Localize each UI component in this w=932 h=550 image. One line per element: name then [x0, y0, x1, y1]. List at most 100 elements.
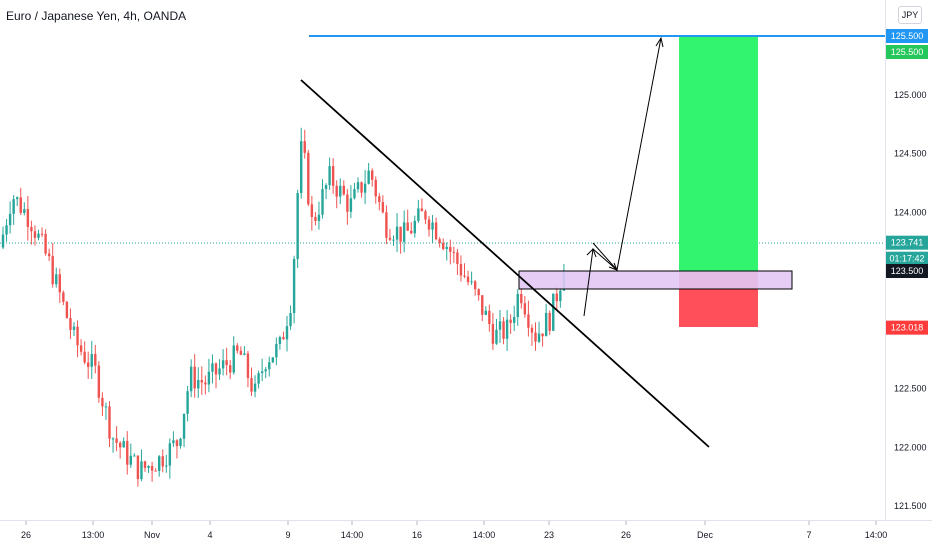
- candle-body-111: [395, 226, 399, 240]
- price-tag-3: 01:17:42: [889, 254, 924, 264]
- candle-body-142: [505, 319, 509, 339]
- candle-body-82: [292, 259, 296, 314]
- candle-body-17: [62, 292, 65, 302]
- candle-body-83: [296, 193, 299, 260]
- price-tick-3: 124.000: [894, 207, 927, 217]
- candle-body-68: [243, 353, 246, 355]
- candle-body-113: [402, 222, 406, 242]
- time-tick-10: Dec: [697, 530, 714, 540]
- candle-body-47: [168, 443, 172, 466]
- projection-path[interactable]: [583, 37, 662, 317]
- candle-body-143: [509, 319, 512, 323]
- candle-body-55: [197, 380, 200, 389]
- candle-body-36: [129, 455, 132, 465]
- candle-body-117: [417, 208, 420, 221]
- candle-body-104: [371, 170, 374, 180]
- currency-button[interactable]: JPY: [898, 6, 922, 24]
- candle-body-20: [72, 326, 76, 330]
- candle-body-123: [438, 239, 441, 243]
- candle-body-102: [363, 183, 367, 193]
- candle-body-84: [300, 141, 303, 194]
- candle-body-127: [452, 251, 456, 253]
- price-tags: 125.500 125.500 123.741 01:17:42 123.500 123.…: [886, 29, 928, 335]
- price-tag-4: 123.500: [891, 266, 924, 276]
- candle-body-39: [140, 461, 143, 480]
- candle-body-106: [378, 196, 381, 203]
- candle-body-81: [289, 313, 292, 327]
- candle-body-14: [51, 256, 54, 285]
- candle-body-9: [33, 231, 37, 238]
- price-tag-bg-4: [886, 264, 928, 278]
- candle-body-10: [37, 233, 40, 238]
- candle-body-103: [367, 170, 370, 184]
- candle-body-120: [427, 219, 431, 230]
- candle-body-96: [342, 185, 345, 195]
- candle-body-25: [90, 353, 93, 367]
- candle-body-126: [449, 246, 452, 252]
- candle-body-133: [473, 281, 477, 290]
- time-tick-7: 14:00: [473, 530, 496, 540]
- candle-body-61: [218, 368, 221, 375]
- candle-body-99: [353, 189, 356, 199]
- candle-body-128: [456, 252, 459, 264]
- descending-trendline[interactable]: [300, 79, 710, 448]
- candle-body-124: [442, 242, 445, 249]
- candle-body-54: [193, 366, 196, 389]
- candle-body-119: [424, 211, 427, 220]
- candle-body-112: [399, 226, 402, 242]
- price-tick-8: 121.500: [894, 501, 927, 511]
- candle-body-30: [108, 406, 111, 439]
- candle-body-1: [5, 225, 8, 235]
- candle-body-139: [495, 329, 498, 344]
- candle-body-60: [214, 363, 218, 375]
- candle-body-15: [55, 274, 58, 285]
- candle-body-44: [158, 456, 161, 471]
- price-tag-bg-3: [886, 251, 928, 266]
- candle-body-38: [136, 455, 140, 480]
- candle-body-156: [555, 293, 558, 302]
- candle-body-29: [104, 406, 108, 408]
- time-axis[interactable]: 26 13:00 Nov 4 9 14:00 16 14:00 23 26 Dec 7 14:00: [21, 521, 887, 540]
- candle-body-7: [26, 209, 30, 227]
- candle-body-150: [534, 332, 537, 342]
- candle-body-40: [143, 461, 147, 468]
- arrowhead-2: [608, 262, 618, 271]
- candle-body-144: [513, 317, 516, 323]
- candles-layer: [1, 127, 566, 487]
- candle-body-66: [236, 345, 239, 351]
- candle-body-75: [268, 362, 271, 370]
- candle-body-28: [101, 397, 104, 407]
- candle-body-12: [44, 233, 47, 254]
- candle-body-157: [559, 290, 562, 302]
- candle-body-109: [388, 237, 392, 240]
- price-tag-bg-0: [886, 29, 928, 43]
- candle-body-85: [303, 141, 306, 153]
- candle-body-78: [278, 337, 282, 344]
- candle-body-74: [264, 369, 267, 372]
- candle-body-147: [523, 303, 527, 315]
- candle-body-31: [111, 438, 115, 440]
- price-tag-2: 123.741: [891, 238, 924, 248]
- candle-body-131: [466, 276, 470, 283]
- candle-body-122: [434, 222, 438, 240]
- candle-body-57: [204, 382, 207, 385]
- candle-body-93: [331, 166, 335, 186]
- candle-body-110: [392, 239, 395, 241]
- support-zone[interactable]: [518, 270, 793, 290]
- candle-body-98: [349, 198, 353, 212]
- candle-body-67: [239, 350, 243, 355]
- price-tag-1: 125.500: [891, 47, 924, 57]
- price-tag-bg-5: [886, 320, 928, 335]
- candle-body-56: [200, 380, 203, 383]
- candle-body-62: [221, 360, 225, 369]
- candle-body-73: [260, 371, 264, 374]
- profit-zone[interactable]: [679, 36, 758, 272]
- retest-arrow[interactable]: [592, 242, 618, 271]
- candle-body-59: [211, 363, 214, 372]
- candle-body-37: [133, 455, 136, 457]
- time-tick-1: 13:00: [82, 530, 105, 540]
- candle-body-2: [8, 213, 12, 226]
- candle-body-148: [527, 314, 530, 328]
- candle-body-72: [257, 373, 260, 384]
